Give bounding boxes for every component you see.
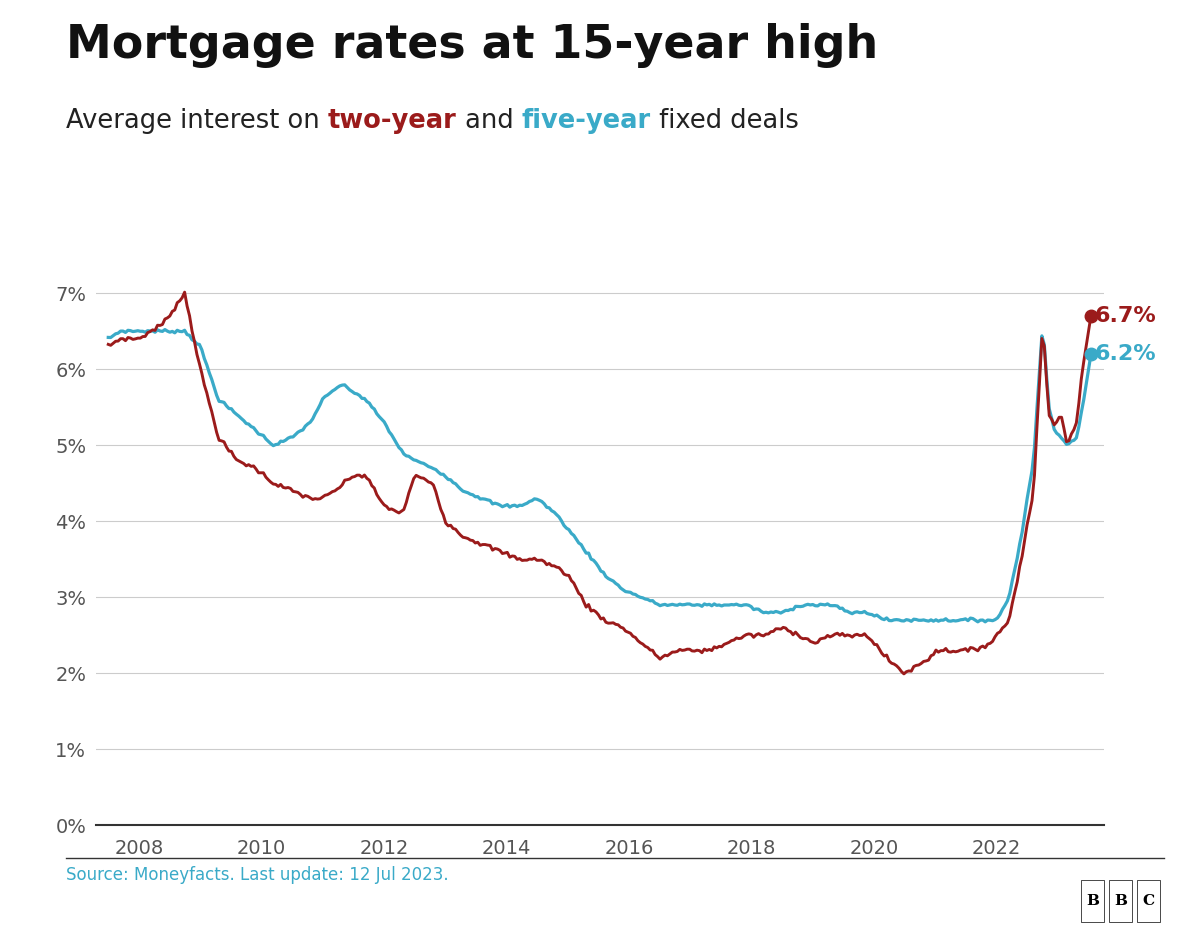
Text: 6.7%: 6.7%	[1094, 306, 1157, 325]
Text: two-year: two-year	[328, 108, 457, 134]
Text: fixed deals: fixed deals	[650, 108, 798, 134]
Text: B: B	[1114, 894, 1127, 908]
Text: 6.2%: 6.2%	[1094, 344, 1157, 364]
FancyBboxPatch shape	[1109, 880, 1132, 921]
Text: B: B	[1086, 894, 1099, 908]
Text: Average interest on: Average interest on	[66, 108, 328, 134]
FancyBboxPatch shape	[1138, 880, 1159, 921]
Text: C: C	[1142, 894, 1154, 908]
FancyBboxPatch shape	[1081, 880, 1104, 921]
Text: Source: Moneyfacts. Last update: 12 Jul 2023.: Source: Moneyfacts. Last update: 12 Jul …	[66, 866, 449, 884]
Text: five-year: five-year	[522, 108, 650, 134]
Text: Mortgage rates at 15-year high: Mortgage rates at 15-year high	[66, 23, 878, 68]
Text: and: and	[457, 108, 522, 134]
